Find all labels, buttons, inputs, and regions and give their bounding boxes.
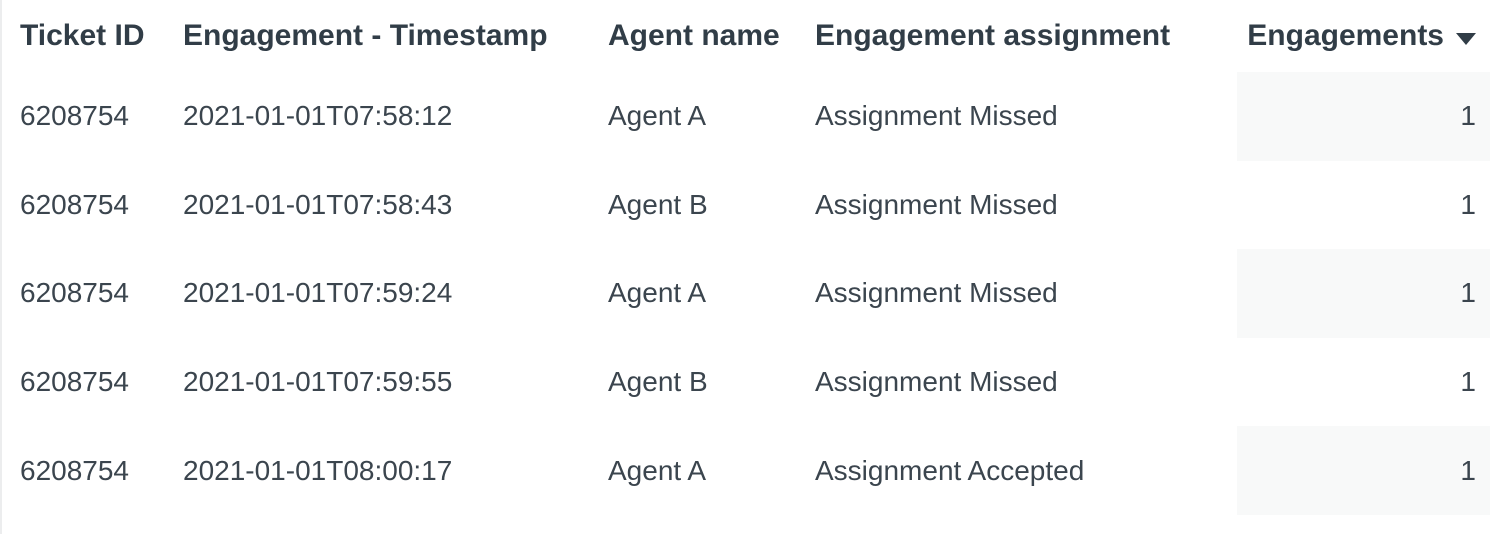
sort-descending-icon (1456, 32, 1476, 45)
cell-engagements: 1 (1460, 188, 1476, 220)
column-header-label: Engagement - Timestamp (183, 19, 548, 52)
cell-engagement-assignment: Assignment Missed (815, 277, 1058, 309)
column-header-engagement-timestamp[interactable]: Engagement - Timestamp (183, 0, 608, 72)
cell-agent-name: Agent A (608, 454, 707, 486)
column-header-label: Engagement assignment (815, 19, 1171, 52)
canvas-left-edge (0, 0, 2, 534)
column-header-ticket-id[interactable]: Ticket ID (20, 0, 183, 72)
cell-agent-name: Agent A (608, 277, 707, 309)
cell-engagement-timestamp: 2021-01-01T07:59:24 (183, 277, 453, 309)
cell-engagement-timestamp: 2021-01-01T07:58:12 (183, 100, 453, 132)
cell-agent-name: Agent B (608, 188, 708, 220)
cell-ticket-id: 6208754 (20, 454, 130, 486)
cell-engagement-timestamp: 2021-01-01T08:00:17 (183, 454, 453, 486)
column-header-label: Engagements (1247, 19, 1444, 52)
cell-ticket-id: 6208754 (20, 277, 130, 309)
column-header-engagement-assignment[interactable]: Engagement assignment (815, 0, 1237, 72)
cell-ticket-id: 6208754 (20, 188, 130, 220)
cell-engagement-assignment: Assignment Missed (815, 188, 1058, 220)
data-table: Ticket ID Engagement - Timestamp Agent n… (20, 0, 1490, 515)
column-header-agent-name[interactable]: Agent name (608, 0, 815, 72)
cell-ticket-id: 6208754 (20, 366, 130, 398)
cell-ticket-id: 6208754 (20, 100, 130, 132)
cell-engagement-assignment: Assignment Missed (815, 366, 1058, 398)
cell-engagements: 1 (1237, 249, 1490, 338)
column-header-label: Ticket ID (20, 19, 145, 52)
column-header-label: Agent name (608, 19, 780, 52)
cell-agent-name: Agent B (608, 366, 708, 398)
column-header-engagements[interactable]: Engagements (1237, 0, 1490, 72)
cell-engagements: 1 (1460, 366, 1476, 398)
cell-engagements: 1 (1237, 426, 1490, 515)
cell-engagement-timestamp: 2021-01-01T07:58:43 (183, 188, 453, 220)
cell-engagement-assignment: Assignment Missed (815, 100, 1058, 132)
cell-engagement-timestamp: 2021-01-01T07:59:55 (183, 366, 453, 398)
cell-engagement-assignment: Assignment Accepted (815, 454, 1085, 486)
cell-engagements: 1 (1237, 72, 1490, 161)
cell-agent-name: Agent A (608, 100, 707, 132)
